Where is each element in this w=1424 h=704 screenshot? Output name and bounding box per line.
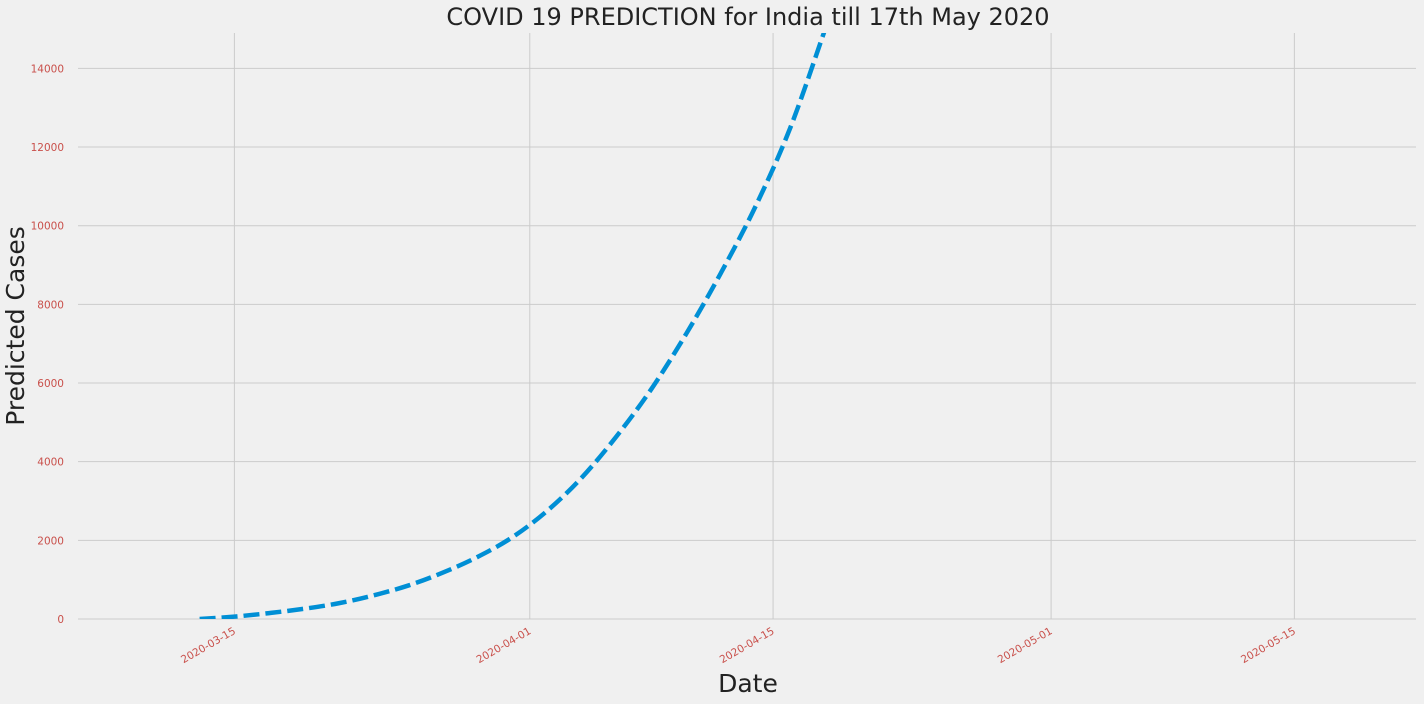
chart-title: COVID 19 PREDICTION for India till 17th …: [446, 3, 1049, 31]
x-gridlines: [233, 33, 1295, 619]
series-layer: [199, 33, 827, 619]
y-tick-label: 2000: [37, 535, 64, 547]
y-tick-label: 4000: [37, 457, 64, 469]
y-tick-label: 12000: [31, 142, 64, 154]
y-tick-label: 10000: [31, 221, 64, 233]
y-tick-label: 6000: [37, 378, 64, 390]
y-tick-labels: 0 2000 4000 6000 8000 10000 12000 14000: [31, 63, 64, 626]
x-axis-label: Date: [718, 669, 778, 698]
series-line-1: [199, 33, 827, 619]
y-tick-label: 14000: [31, 63, 64, 75]
y-tick-label: 8000: [37, 299, 64, 311]
y-axis-label: Predicted Cases: [1, 226, 30, 426]
y-tick-label: 0: [57, 614, 64, 626]
y-gridlines: [78, 67, 1416, 620]
